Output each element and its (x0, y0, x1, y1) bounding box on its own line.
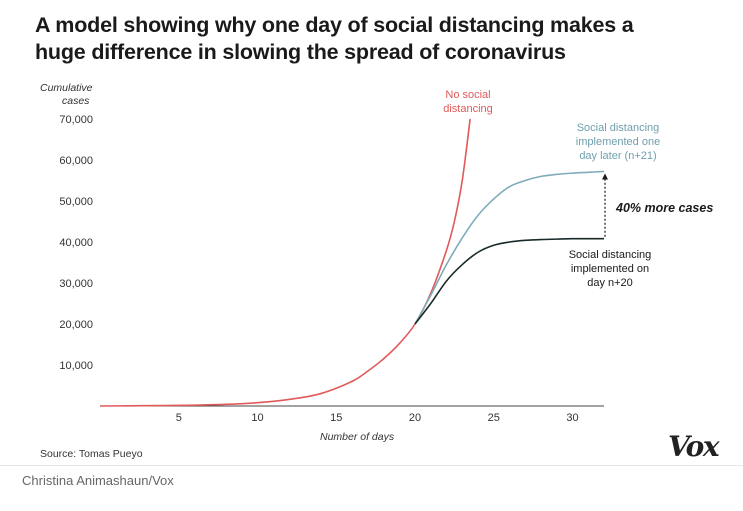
label-later-line-3: day later (n+21) (579, 150, 656, 162)
series-line-0 (99, 118, 471, 407)
y-tick-label: 30,000 (59, 278, 93, 290)
y-tick-label: 50,000 (59, 196, 93, 208)
series-line-2 (414, 237, 604, 325)
x-tick-label: 5 (176, 412, 182, 424)
y-tick-label: 40,000 (59, 237, 93, 249)
y-axis-title-line-1: Cumulative (40, 82, 93, 94)
more-cases-annotation: 40% more cases (615, 201, 713, 215)
series-line-1 (414, 170, 605, 325)
gap-arrow-head (602, 173, 608, 180)
x-axis-title: Number of days (320, 431, 395, 443)
annotations (602, 173, 608, 237)
x-tick-label: 10 (251, 412, 263, 424)
y-tick-label: 10,000 (59, 360, 93, 372)
label-no-sd-line-2: distancing (443, 103, 493, 115)
image-credit: Christina Animashaun/Vox (22, 473, 174, 488)
series-lines (99, 118, 605, 407)
chart-title: A model showing why one day of social di… (35, 13, 634, 64)
line-chart: 10,000 20,000 30,000 40,000 50,000 60,000 70,0… (40, 82, 713, 443)
x-tick-label: 25 (488, 412, 500, 424)
label-later-line-2: implemented one (576, 136, 660, 148)
y-tick-label: 70,000 (59, 114, 93, 126)
y-axis-ticks: 10,000 20,000 30,000 40,000 50,000 60,000 70,0… (59, 114, 93, 372)
y-tick-label: 60,000 (59, 155, 93, 167)
source-note: Source: Tomas Pueyo (40, 448, 143, 460)
label-later-line-1: Social distancing (577, 122, 660, 134)
label-on-day-line-3: day n+20 (587, 277, 633, 289)
y-tick-label: 20,000 (59, 319, 93, 331)
x-axis-ticks: 5 10 15 20 25 30 (176, 412, 579, 424)
label-on-day-line-1: Social distancing (569, 249, 652, 261)
x-tick-label: 30 (566, 412, 578, 424)
footer: Christina Animashaun/Vox (0, 465, 743, 511)
label-no-sd-line-1: No social (445, 89, 490, 101)
label-on-day-line-2: implemented on (571, 263, 649, 275)
chart-frame: A model showing why one day of social di… (35, 13, 720, 463)
y-axis-title-line-2: cases (62, 95, 90, 107)
vox-logo: Vox (668, 430, 720, 463)
x-tick-label: 20 (409, 412, 421, 424)
x-tick-label: 15 (330, 412, 342, 424)
